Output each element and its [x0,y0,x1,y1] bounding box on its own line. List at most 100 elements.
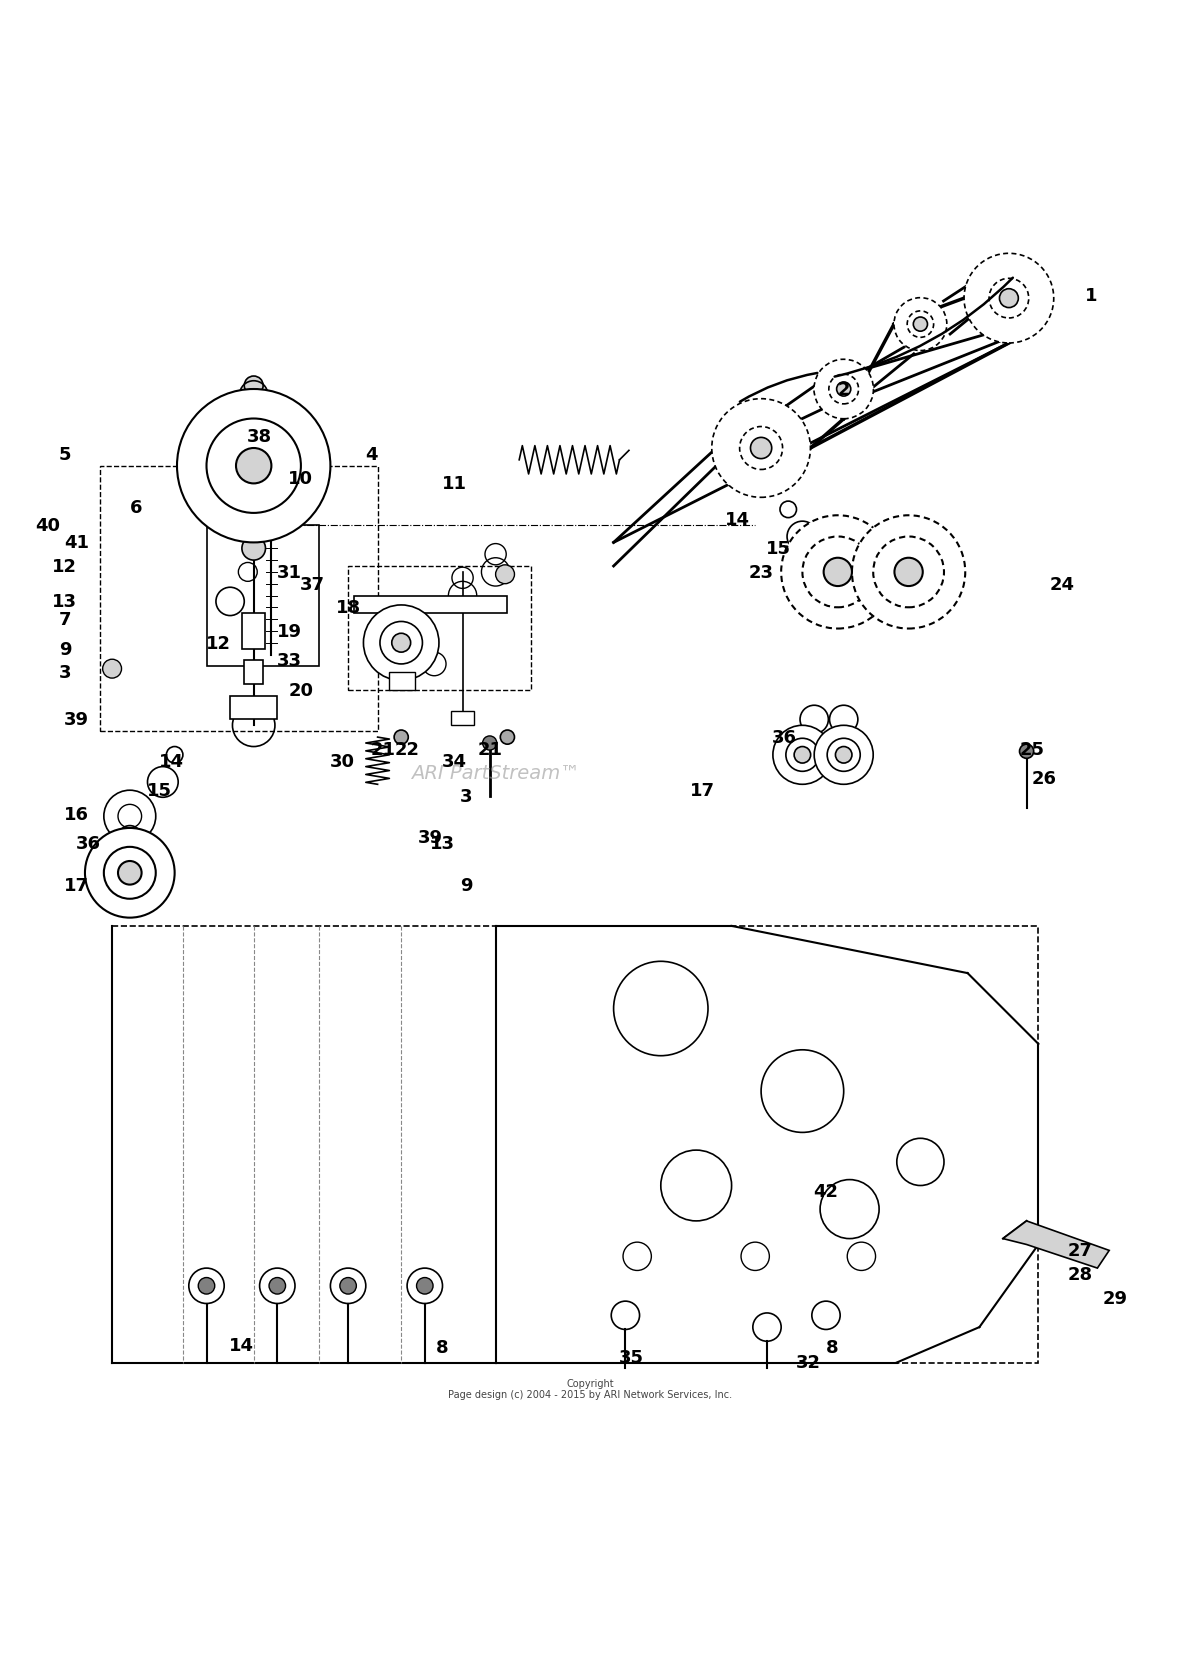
Circle shape [177,389,330,542]
Text: 39: 39 [64,711,90,729]
Text: 4: 4 [366,446,378,464]
Circle shape [394,730,408,745]
Circle shape [118,862,142,885]
Circle shape [244,376,263,396]
Bar [230,696,277,721]
Text: 3: 3 [59,664,71,682]
Circle shape [103,661,122,679]
Circle shape [417,1278,433,1295]
Text: 41: 41 [64,534,90,552]
Circle shape [999,290,1018,308]
Circle shape [828,374,859,404]
Text: 14: 14 [725,511,750,529]
Text: 28: 28 [1067,1265,1093,1283]
Bar [451,712,474,726]
Circle shape [392,634,411,652]
Circle shape [198,1278,215,1295]
Text: 34: 34 [441,752,467,770]
Text: 2: 2 [838,381,850,399]
Circle shape [750,438,772,459]
Circle shape [781,516,894,629]
Circle shape [1020,745,1034,759]
Text: 36: 36 [76,835,101,852]
Text: 36: 36 [772,729,798,747]
Circle shape [894,559,923,587]
Text: 12: 12 [205,634,231,652]
Bar [244,661,263,684]
Text: 40: 40 [34,516,60,534]
Text: 20: 20 [288,682,314,699]
Circle shape [824,559,852,587]
FancyBboxPatch shape [206,526,319,667]
Circle shape [236,449,271,484]
Text: 38: 38 [247,428,273,446]
Circle shape [500,730,514,745]
Circle shape [242,537,266,561]
Circle shape [814,726,873,785]
Text: 13: 13 [52,592,78,611]
Polygon shape [354,596,507,614]
Text: 33: 33 [276,652,302,671]
Bar [242,614,266,649]
Text: 23: 23 [748,564,774,581]
Text: 7: 7 [59,611,71,629]
Text: 9: 9 [59,641,71,659]
Polygon shape [1003,1221,1109,1268]
Text: ARI PartStream™: ARI PartStream™ [411,764,581,782]
Circle shape [740,428,782,471]
Text: 16: 16 [64,805,90,824]
Circle shape [989,280,1029,319]
Text: 29: 29 [1102,1290,1128,1306]
Text: 32: 32 [795,1354,821,1371]
Text: 5: 5 [59,446,71,464]
Text: 12: 12 [52,557,78,576]
Text: 15: 15 [766,541,792,557]
Text: Copyright
Page design (c) 2004 - 2015 by ARI Network Services, Inc.: Copyright Page design (c) 2004 - 2015 by… [448,1378,732,1399]
Text: 21: 21 [477,740,503,759]
Circle shape [913,318,927,333]
Circle shape [827,739,860,772]
Text: 8: 8 [437,1338,448,1356]
Circle shape [269,1278,286,1295]
Text: 37: 37 [300,576,326,594]
Text: 13: 13 [430,835,455,852]
Text: 10: 10 [288,469,314,488]
Text: 6: 6 [130,499,142,518]
Circle shape [907,311,933,338]
Circle shape [873,537,944,607]
Text: 1: 1 [1086,286,1097,305]
Text: 17: 17 [64,875,90,894]
Text: 39: 39 [418,829,444,847]
Bar [389,672,415,691]
Text: 30: 30 [329,752,355,770]
Circle shape [802,537,873,607]
Text: 35: 35 [618,1348,644,1366]
Circle shape [340,1278,356,1295]
Circle shape [206,419,301,514]
Circle shape [104,847,156,899]
Circle shape [260,1268,295,1303]
Text: 21: 21 [371,740,396,759]
Text: 15: 15 [146,782,172,800]
Text: 27: 27 [1067,1241,1093,1260]
Circle shape [894,298,946,351]
Circle shape [794,747,811,764]
Circle shape [786,739,819,772]
Circle shape [773,726,832,785]
Text: 19: 19 [276,622,302,641]
Text: 18: 18 [335,599,361,617]
Circle shape [496,566,514,584]
Text: 3: 3 [460,787,472,805]
Circle shape [964,255,1054,344]
Text: 24: 24 [1049,576,1075,594]
Circle shape [483,737,497,750]
Text: 14: 14 [158,752,184,770]
Circle shape [407,1268,442,1303]
Circle shape [189,1268,224,1303]
Circle shape [85,829,175,919]
Circle shape [712,399,811,498]
Circle shape [814,359,873,419]
Text: 17: 17 [689,782,715,800]
Text: 22: 22 [394,740,420,759]
Circle shape [837,383,851,396]
